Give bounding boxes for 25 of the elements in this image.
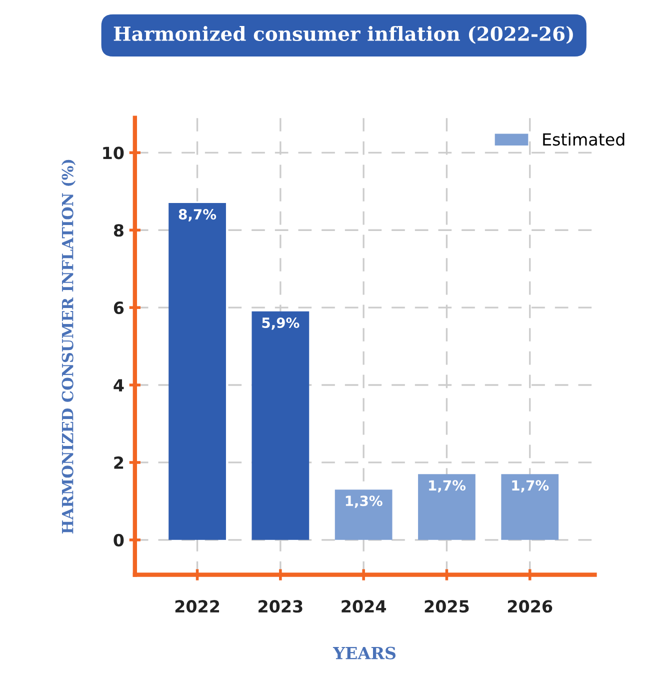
chart-title: Harmonized consumer inflation (2022-26): [114, 26, 573, 44]
bar: [334, 490, 392, 540]
bar: [418, 474, 476, 540]
data-label: 8,7%: [178, 209, 216, 222]
y-tick-label: 6: [114, 302, 124, 314]
x-tick-label: 2024: [342, 600, 386, 613]
bar: [501, 474, 559, 540]
data-label: 1,7%: [429, 480, 466, 492]
x-tick-label: 2025: [424, 600, 469, 613]
y-tick-label: 2: [114, 456, 124, 469]
x-tick-label: 2022: [175, 600, 220, 613]
legend-label: Estimated: [543, 132, 624, 146]
x-tick-label: 2026: [508, 600, 552, 613]
bar: [252, 311, 310, 540]
data-label: 1,3%: [346, 496, 382, 508]
y-axis-title: HARMONIZED CONSUMER INFLATION (%): [62, 160, 76, 534]
data-label: 5,9%: [262, 317, 300, 330]
data-label: 1,7%: [512, 480, 549, 492]
y-tick-label: 4: [114, 379, 124, 392]
x-tick-label: 2023: [258, 600, 302, 613]
bar: [168, 203, 226, 540]
y-tick-label: 10: [103, 146, 124, 160]
y-tick-label: 8: [114, 224, 124, 237]
x-axis-title: YEARS: [332, 646, 396, 660]
y-tick-label: 0: [114, 534, 124, 546]
